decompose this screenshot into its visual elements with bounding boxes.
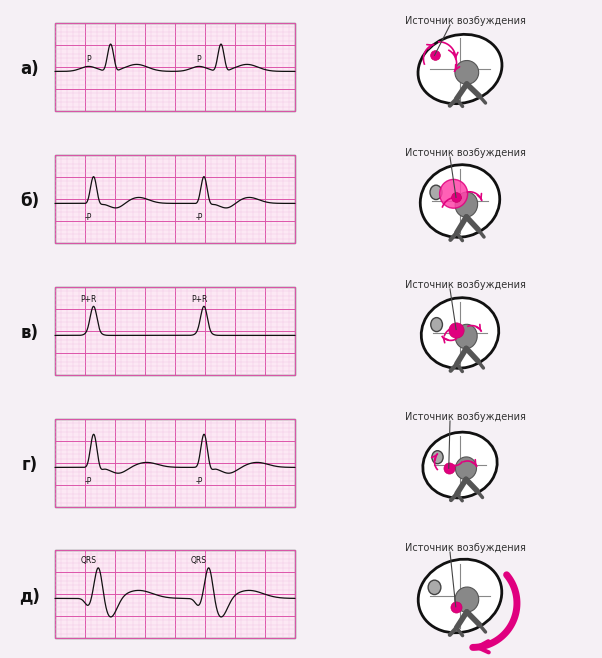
Text: Источник возбуждения: Источник возбуждения (405, 412, 526, 422)
Ellipse shape (456, 457, 477, 480)
Bar (55, 23, 295, 111)
Text: Источник возбуждения: Источник возбуждения (405, 16, 526, 26)
Bar (55, 550, 295, 638)
Ellipse shape (418, 34, 502, 103)
Text: Источник возбуждения: Источник возбуждения (405, 148, 526, 158)
Text: в): в) (21, 324, 39, 342)
Text: P+R: P+R (81, 295, 97, 304)
Text: P: P (86, 55, 91, 64)
Bar (55, 287, 295, 375)
Ellipse shape (455, 587, 479, 612)
Ellipse shape (455, 61, 479, 84)
Ellipse shape (432, 451, 443, 464)
Text: -P: -P (85, 213, 92, 222)
Text: а): а) (20, 60, 39, 78)
Text: Источник возбуждения: Источник возбуждения (405, 543, 526, 553)
Ellipse shape (423, 432, 497, 498)
Text: г): г) (22, 456, 38, 474)
Text: QRS: QRS (191, 556, 207, 565)
Ellipse shape (455, 324, 477, 349)
Bar (55, 419, 295, 507)
Ellipse shape (455, 192, 477, 217)
Text: -P: -P (85, 477, 92, 486)
Text: Источник возбуждения: Источник возбуждения (405, 280, 526, 290)
Text: б): б) (20, 192, 40, 210)
Ellipse shape (418, 559, 502, 633)
Ellipse shape (421, 297, 498, 368)
Ellipse shape (428, 580, 441, 595)
Text: QRS: QRS (81, 556, 96, 565)
Ellipse shape (420, 164, 500, 238)
Text: P: P (197, 55, 201, 64)
Ellipse shape (431, 318, 442, 332)
Text: -P: -P (195, 477, 203, 486)
Ellipse shape (430, 185, 442, 199)
Bar (55, 155, 295, 243)
Ellipse shape (439, 180, 468, 208)
Text: д): д) (19, 587, 40, 605)
Text: -P: -P (195, 213, 203, 222)
Text: P+R: P+R (191, 295, 207, 304)
